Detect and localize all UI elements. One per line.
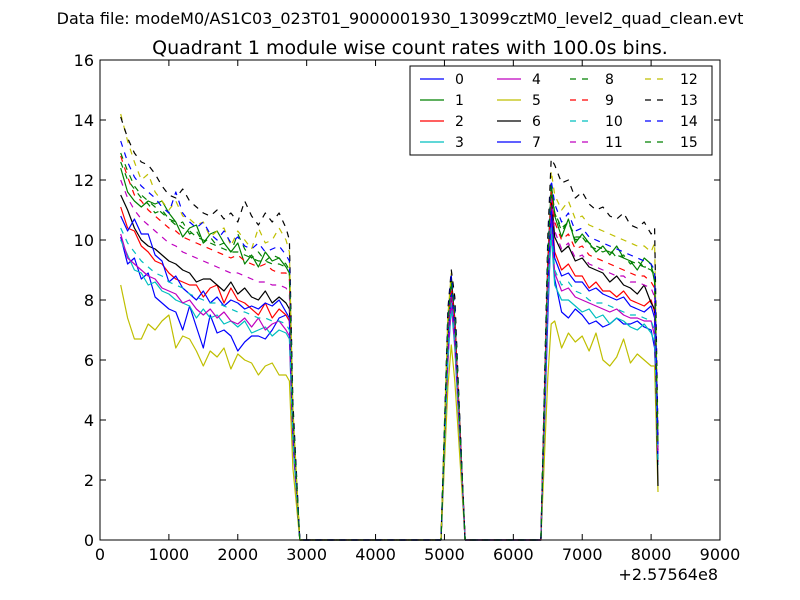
legend-label-9: 9	[605, 93, 614, 109]
x-tick-label: 5000	[424, 545, 465, 564]
x-tick-label: 6000	[493, 545, 534, 564]
x-tick-label: 2000	[217, 545, 258, 564]
legend-label-4: 4	[532, 72, 541, 88]
x-tick-label: 8000	[631, 545, 672, 564]
legend-label-7: 7	[532, 135, 541, 151]
y-tick-label: 2	[84, 471, 94, 490]
legend-label-12: 12	[680, 72, 698, 88]
legend-label-2: 2	[455, 114, 464, 130]
y-tick-label: 10	[74, 231, 94, 250]
y-tick-label: 16	[74, 51, 94, 70]
x-tick-label: 1000	[149, 545, 190, 564]
y-tick-label: 12	[74, 171, 94, 190]
legend-label-15: 15	[680, 135, 698, 151]
legend-label-10: 10	[605, 114, 623, 130]
x-tick-label: 0	[95, 545, 105, 564]
legend-label-5: 5	[532, 93, 541, 109]
series-line-9	[120, 155, 659, 541]
x-tick-label: 9000	[700, 545, 741, 564]
x-tick-label: 3000	[286, 545, 327, 564]
series-line-10	[120, 227, 659, 541]
legend-label-0: 0	[455, 72, 464, 88]
y-tick-label: 8	[84, 291, 94, 310]
legend-label-1: 1	[455, 93, 464, 109]
x-offset-label: +2.57564e8	[618, 565, 718, 584]
series-line-13	[120, 116, 659, 541]
data-file-label: Data file: modeM0/AS1C03_023T01_90000019…	[57, 9, 744, 29]
legend-label-13: 13	[680, 93, 698, 109]
legend-box	[409, 65, 713, 156]
x-tick-label: 7000	[562, 545, 603, 564]
legend-label-8: 8	[605, 72, 614, 88]
legend-label-6: 6	[532, 114, 541, 130]
legend-label-11: 11	[605, 135, 623, 151]
chart-title: Quadrant 1 module wise count rates with …	[152, 37, 668, 59]
y-tick-label: 4	[84, 411, 94, 430]
ticks-layer: 0 1000 2000 3000 4000 5000 6000 7000 8000 9000 0 2 4…	[74, 51, 741, 564]
legend-label-3: 3	[455, 135, 464, 151]
y-tick-label: 14	[74, 111, 94, 130]
legend-label-14: 14	[680, 114, 698, 130]
x-tick-label: 4000	[355, 545, 396, 564]
series-line-14	[120, 140, 659, 541]
y-tick-label: 0	[84, 531, 94, 550]
y-tick-label: 6	[84, 351, 94, 370]
